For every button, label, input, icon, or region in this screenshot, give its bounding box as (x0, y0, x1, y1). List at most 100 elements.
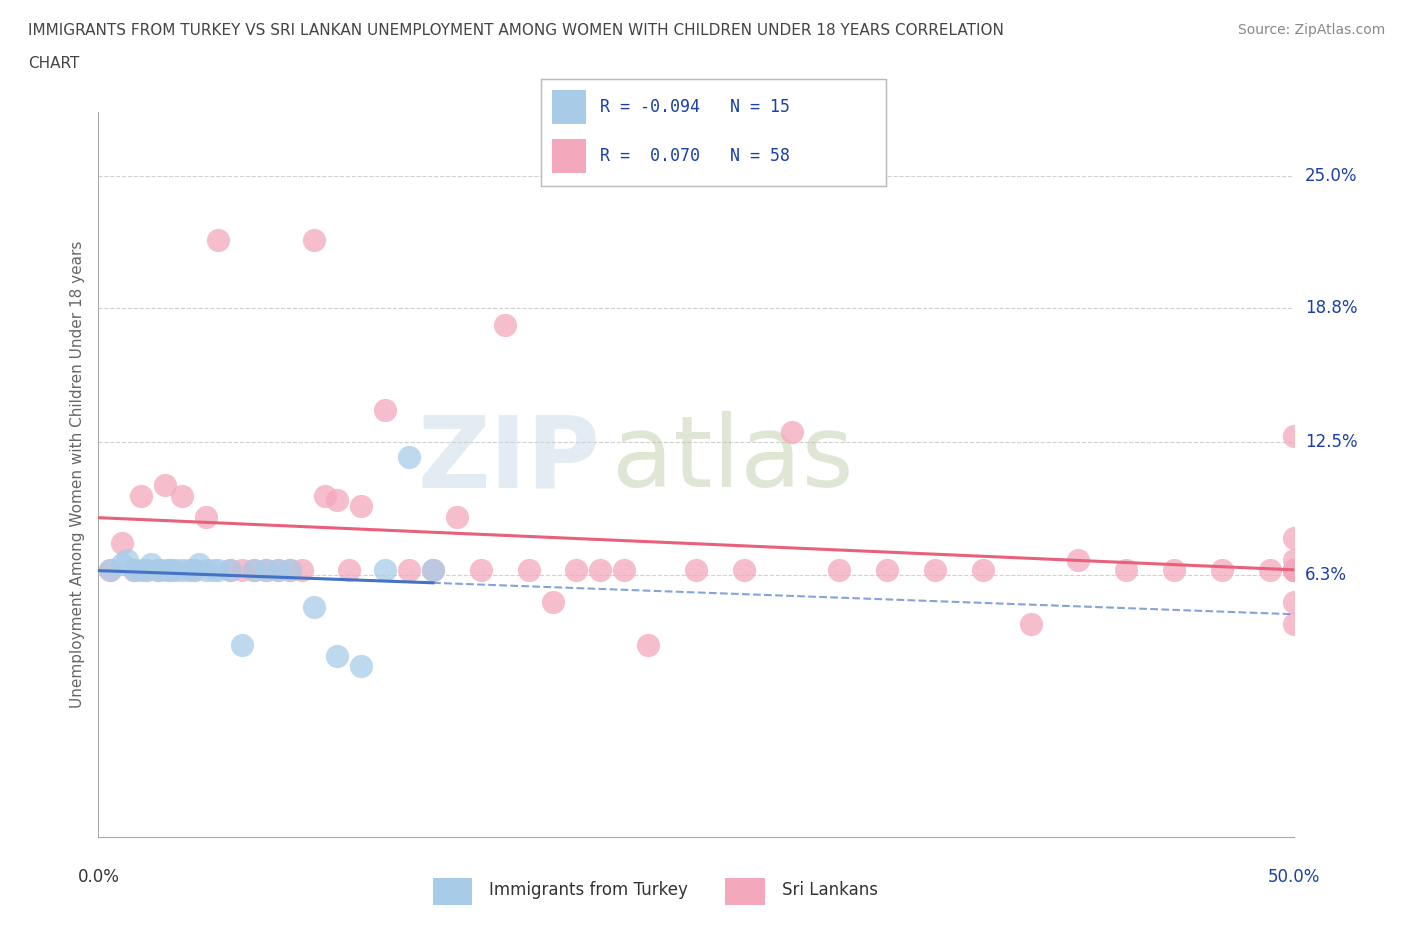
FancyBboxPatch shape (433, 878, 472, 905)
Point (541, 595, 564, 610)
Point (494, 317, 516, 332)
Point (1282, 563, 1305, 578)
Point (187, 556, 209, 571)
Point (350, 658, 373, 673)
Point (350, 498, 373, 513)
Point (1258, 563, 1281, 578)
Point (183, 563, 205, 578)
FancyBboxPatch shape (551, 139, 586, 173)
Point (115, 552, 138, 567)
Point (163, 563, 186, 578)
Point (172, 488, 194, 503)
Point (124, 563, 146, 578)
Point (565, 563, 588, 578)
Point (195, 563, 218, 578)
Point (374, 563, 396, 578)
Text: 50.0%: 50.0% (1267, 868, 1320, 885)
Point (207, 563, 229, 578)
Text: atlas: atlas (613, 411, 853, 509)
Point (183, 563, 205, 578)
Point (278, 563, 301, 578)
Point (254, 563, 277, 578)
Point (1115, 563, 1137, 578)
Text: R =  0.070   N = 58: R = 0.070 N = 58 (600, 147, 790, 165)
Point (231, 638, 253, 653)
Point (374, 403, 396, 418)
Point (231, 563, 253, 578)
Point (1282, 563, 1305, 578)
Point (135, 563, 157, 578)
Point (326, 648, 349, 663)
Point (179, 563, 201, 578)
Text: CHART: CHART (28, 56, 80, 71)
Point (131, 563, 153, 578)
Point (1067, 552, 1090, 567)
Point (1282, 531, 1305, 546)
Point (131, 488, 153, 503)
Point (1282, 429, 1305, 444)
Point (111, 556, 134, 571)
Point (219, 563, 242, 578)
Point (148, 563, 170, 578)
Point (422, 563, 444, 578)
Point (446, 510, 468, 525)
Point (972, 563, 994, 578)
Point (326, 493, 349, 508)
Point (219, 563, 242, 578)
Point (195, 510, 218, 525)
Point (1163, 563, 1185, 578)
Point (148, 563, 170, 578)
Point (517, 563, 540, 578)
Point (1282, 563, 1305, 578)
Point (243, 563, 266, 578)
FancyBboxPatch shape (551, 90, 586, 124)
Text: R = -0.094   N = 15: R = -0.094 N = 15 (600, 98, 790, 116)
Point (339, 563, 361, 578)
Point (291, 563, 314, 578)
Text: ZIP: ZIP (418, 411, 600, 509)
Point (422, 563, 444, 578)
Point (637, 638, 659, 653)
Text: 25.0%: 25.0% (1305, 166, 1357, 185)
Text: 18.8%: 18.8% (1305, 299, 1357, 317)
Text: 0.0%: 0.0% (77, 868, 120, 885)
Point (733, 563, 755, 578)
Point (254, 563, 277, 578)
Point (1211, 563, 1233, 578)
Point (1019, 617, 1042, 631)
Text: IMMIGRANTS FROM TURKEY VS SRI LANKAN UNEMPLOYMENT AMONG WOMEN WITH CHILDREN UNDE: IMMIGRANTS FROM TURKEY VS SRI LANKAN UNE… (28, 23, 1004, 38)
Y-axis label: Unemployment Among Women with Children Under 18 years: Unemployment Among Women with Children U… (69, 241, 84, 708)
Point (207, 232, 229, 247)
Point (98, 563, 122, 578)
Point (302, 599, 325, 614)
Point (876, 563, 898, 578)
Point (398, 563, 420, 578)
Text: 6.3%: 6.3% (1305, 565, 1347, 584)
Text: Sri Lankans: Sri Lankans (782, 882, 877, 899)
Point (1282, 595, 1305, 610)
Point (398, 450, 420, 465)
Point (589, 563, 612, 578)
Text: 12.5%: 12.5% (1305, 433, 1357, 451)
Point (780, 424, 803, 439)
Point (98, 563, 122, 578)
Point (267, 563, 290, 578)
Point (155, 477, 177, 492)
Point (155, 563, 177, 578)
Point (243, 563, 266, 578)
Point (278, 563, 301, 578)
FancyBboxPatch shape (725, 878, 765, 905)
Point (139, 556, 162, 571)
Point (315, 488, 337, 503)
Text: Immigrants from Turkey: Immigrants from Turkey (489, 882, 688, 899)
Point (135, 563, 157, 578)
Point (613, 563, 636, 578)
Point (1282, 563, 1305, 578)
Point (111, 535, 134, 550)
Point (159, 563, 181, 578)
Point (924, 563, 946, 578)
Point (267, 563, 290, 578)
Point (159, 563, 181, 578)
Point (124, 563, 146, 578)
Point (828, 563, 851, 578)
